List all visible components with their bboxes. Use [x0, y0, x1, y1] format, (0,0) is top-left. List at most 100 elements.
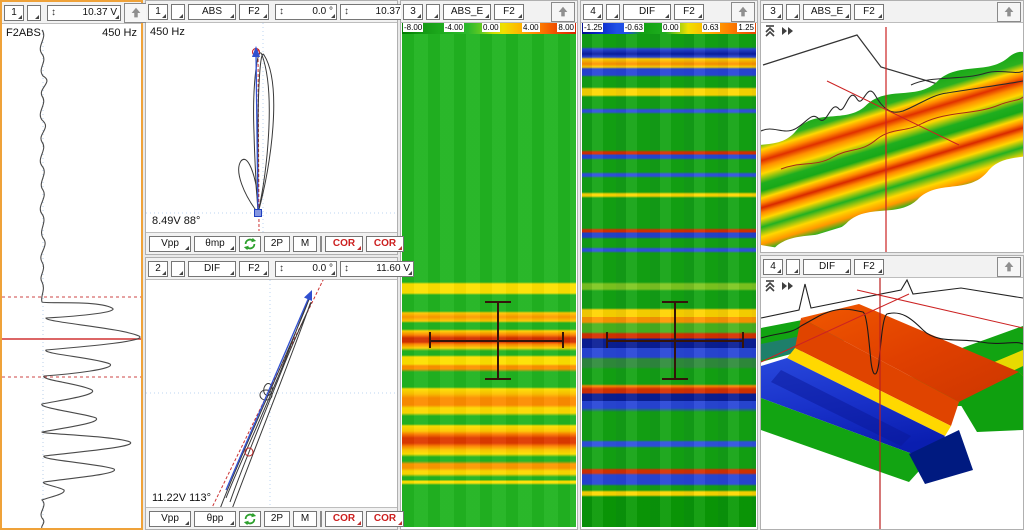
amplitude-method-button[interactable]: Vpp	[149, 510, 191, 527]
cor-label: COR	[373, 238, 397, 249]
cscan-dif-image[interactable]	[582, 34, 756, 527]
link-button[interactable]	[426, 3, 440, 20]
mode-select[interactable]: ABS_E	[443, 3, 491, 20]
lissajous-abs-plot[interactable]	[146, 23, 397, 234]
rotation-spinner[interactable]: ↕ 0.0 °	[275, 3, 337, 20]
refresh-button[interactable]	[239, 235, 261, 252]
axial-cursor-line[interactable]	[826, 80, 960, 146]
mode-select[interactable]: ABS	[188, 3, 236, 20]
scale-tick: -1.25	[583, 23, 604, 32]
cursor-cap	[742, 332, 744, 348]
cor-button-2[interactable]: COR	[366, 510, 404, 527]
mode-select[interactable]: DIF	[623, 3, 671, 20]
playback-controls	[764, 280, 794, 292]
two-point-label: 2P	[270, 238, 284, 249]
expand-button[interactable]	[731, 1, 755, 22]
slot-label: 3	[770, 6, 776, 17]
channel-select[interactable]: F2	[854, 258, 884, 275]
slot-button[interactable]: 3	[403, 3, 423, 20]
surface-abs-view[interactable]	[761, 23, 1023, 252]
gain-spinner[interactable]: ↕ 11.60 V	[340, 260, 414, 277]
mode-label: ABS_E	[450, 6, 484, 17]
lissajous-dif-plot[interactable]	[146, 280, 397, 509]
go-to-top-icon[interactable]	[764, 25, 776, 37]
strip-signal-trace	[39, 29, 141, 528]
cursor-horizontal[interactable]	[606, 340, 744, 342]
phase-method-button[interactable]: θmp	[194, 235, 236, 252]
amplitude-method-button[interactable]: Vpp	[149, 235, 191, 252]
up-arrow-icon	[738, 6, 748, 16]
updown-icon: ↕	[279, 6, 284, 17]
expand-button[interactable]	[997, 256, 1021, 277]
slot-button[interactable]: 1	[148, 3, 168, 20]
link-button[interactable]	[27, 4, 41, 21]
mode-label: DIF	[818, 261, 836, 272]
slot-button[interactable]: 3	[763, 3, 783, 20]
cor-button-2[interactable]: COR	[366, 235, 404, 252]
cor-button-1[interactable]: COR	[325, 510, 363, 527]
strip-chart-header: 1 ↕ 10.37 V	[2, 2, 148, 24]
rotation-value: 0.0 °	[312, 6, 333, 17]
mode-select[interactable]: DIF	[803, 258, 851, 275]
fast-forward-icon[interactable]	[781, 280, 794, 292]
cscan-abs-image[interactable]	[402, 34, 576, 527]
profile-cut-curve-red	[780, 96, 1023, 170]
measurement-vector	[255, 52, 259, 214]
transverse-cursor-line[interactable]	[761, 293, 910, 363]
slot-label: 2	[155, 263, 161, 274]
cursor-horizontal[interactable]	[429, 340, 564, 342]
slot-button[interactable]: 1	[4, 4, 24, 21]
axial-cursor-line[interactable]	[856, 289, 1023, 329]
gain-spinner[interactable]: ↕ 10.37 V	[47, 4, 121, 21]
trace-label: F2ABS	[6, 27, 41, 39]
rotation-spinner[interactable]: ↕ 0.0 °	[275, 260, 337, 277]
expand-button[interactable]	[551, 1, 575, 22]
expand-button[interactable]	[997, 1, 1021, 22]
measure-toolbar: Vpp θmp 2P M COR COR	[146, 232, 404, 254]
mode-select[interactable]: ABS_E	[803, 3, 851, 20]
playback-controls	[764, 25, 794, 37]
link-button[interactable]	[786, 3, 800, 20]
channel-select[interactable]: F2	[239, 260, 269, 277]
updown-icon: ↕	[344, 6, 349, 17]
channel-select[interactable]: F2	[239, 3, 269, 20]
fast-forward-icon[interactable]	[781, 25, 794, 37]
measurement-vector	[225, 296, 310, 491]
updown-icon: ↕	[51, 7, 56, 18]
channel-select[interactable]: F2	[494, 3, 524, 20]
slot-label: 1	[155, 6, 161, 17]
strip-chart-plot[interactable]	[2, 24, 141, 528]
manual-button[interactable]: M	[293, 510, 317, 527]
slot-button[interactable]: 4	[763, 258, 783, 275]
slot-button[interactable]: 2	[148, 260, 168, 277]
lissajous-abs-header: 1 ABS F2 ↕ 0.0 ° ↕ 10.37 V	[146, 1, 414, 23]
link-button[interactable]	[606, 3, 620, 20]
cor-button-1[interactable]: COR	[325, 235, 363, 252]
refresh-button[interactable]	[239, 510, 261, 527]
slot-label: 4	[590, 6, 596, 17]
updown-icon: ↕	[279, 263, 284, 274]
two-point-button[interactable]: 2P	[264, 235, 290, 252]
signal-loop	[219, 298, 312, 509]
gain-spinner[interactable]: ↕ 10.37 V	[340, 3, 414, 20]
channel-select[interactable]: F2	[674, 3, 704, 20]
link-button[interactable]	[171, 260, 185, 277]
rotation-value: 0.0 °	[312, 263, 333, 274]
mode-select[interactable]: DIF	[188, 260, 236, 277]
go-to-top-icon[interactable]	[764, 280, 776, 292]
link-button[interactable]	[786, 258, 800, 275]
link-button[interactable]	[171, 3, 185, 20]
channel-label: F2	[683, 6, 695, 17]
surface-dif-view[interactable]	[761, 278, 1023, 529]
manual-button[interactable]: M	[293, 235, 317, 252]
gain-value: 10.37 V	[375, 6, 410, 17]
two-point-button[interactable]: 2P	[264, 510, 290, 527]
slot-button[interactable]: 4	[583, 3, 603, 20]
toolbar-field	[320, 510, 322, 527]
expand-button[interactable]	[124, 2, 148, 23]
phase-method-button[interactable]: θpp	[194, 510, 236, 527]
channel-select[interactable]: F2	[854, 3, 884, 20]
up-arrow-icon	[131, 7, 141, 17]
scale-tick: 0.63	[702, 23, 720, 32]
